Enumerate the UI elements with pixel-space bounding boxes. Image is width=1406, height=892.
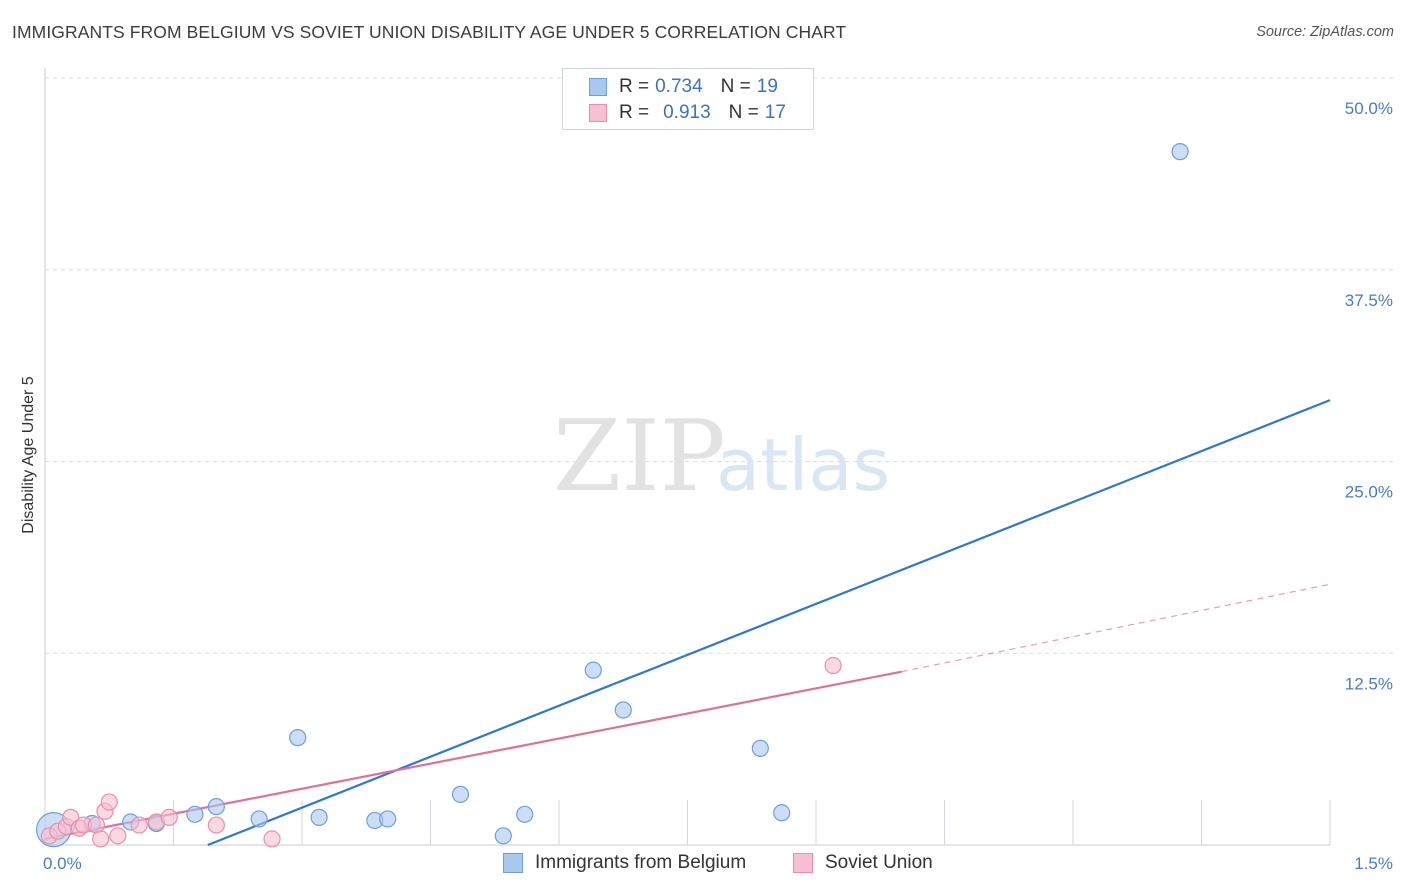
bottom-legend-swatch-soviet <box>793 853 813 873</box>
data-point-belgium <box>584 661 602 679</box>
data-point-soviet <box>160 808 178 826</box>
data-point-soviet <box>109 827 127 845</box>
data-point-belgium <box>310 808 328 826</box>
bottom-legend-label-soviet: Soviet Union <box>825 852 933 873</box>
legend-r-value: 0.913 <box>663 102 711 123</box>
bottom-legend-swatch-belgium <box>503 853 523 873</box>
data-point-belgium <box>494 827 512 845</box>
data-point-belgium <box>186 805 204 823</box>
data-point-belgium <box>379 810 397 828</box>
legend-row-soviet: R = 0.913 N = 17 <box>589 100 786 126</box>
y-tick-label: 50.0% <box>1345 99 1393 118</box>
data-point-soviet <box>92 830 110 848</box>
y-tick-label: 25.0% <box>1345 483 1393 502</box>
data-point-belgium <box>207 798 225 816</box>
legend-r-label: R = <box>619 102 650 123</box>
tick-labels: 12.5% 25.0% 37.5% 50.0% 0.0% 1.5% <box>43 99 1393 873</box>
y-axis-label: Disability Age Under 5 <box>20 376 37 534</box>
bottom-legend-belgium: Immigrants from Belgium <box>503 852 746 874</box>
x-tick-label: 0.0% <box>43 854 82 873</box>
legend-n-value: 17 <box>764 102 786 123</box>
chart-source: Source: ZipAtlas.com <box>1256 24 1394 40</box>
bottom-legend-soviet: Soviet Union <box>793 852 933 874</box>
data-point-soviet <box>130 816 148 834</box>
data-points <box>35 143 1189 848</box>
data-point-soviet <box>100 793 118 811</box>
trend-line-extension-soviet <box>901 583 1331 673</box>
legend-n-label: N = <box>728 102 759 123</box>
data-point-belgium <box>451 785 470 803</box>
watermark-zip: ZIP <box>553 400 726 514</box>
axes <box>44 68 1331 846</box>
watermark-atlas: atlas <box>716 423 890 507</box>
grid <box>45 77 1393 654</box>
bottom-legend-label-belgium: Immigrants from Belgium <box>535 852 747 873</box>
data-point-belgium <box>614 701 632 719</box>
watermark: ZIP atlas <box>553 400 890 514</box>
data-point-soviet <box>824 656 842 675</box>
data-point-belgium <box>751 739 769 757</box>
x-tick-label: 1.5% <box>1354 854 1393 873</box>
data-point-soviet <box>207 816 225 834</box>
y-tick-label: 37.5% <box>1345 291 1393 310</box>
data-point-belgium <box>1171 143 1189 161</box>
data-point-belgium <box>289 729 307 747</box>
legend: R = 0.734 N = 19 R = 0.913 N = 17 <box>562 68 814 130</box>
data-point-belgium <box>250 810 268 828</box>
legend-swatch-belgium <box>589 78 607 96</box>
data-point-belgium <box>773 804 791 822</box>
legend-n-label: N = <box>720 76 751 97</box>
legend-swatch-soviet <box>589 104 607 122</box>
data-point-soviet <box>263 830 281 848</box>
legend-r-value: 0.734 <box>655 76 703 97</box>
data-point-belgium <box>516 805 534 823</box>
legend-row-belgium: R = 0.734 N = 19 <box>589 74 778 100</box>
y-tick-label: 12.5% <box>1345 674 1393 693</box>
chart-title: IMMIGRANTS FROM BELGIUM VS SOVIET UNION … <box>12 22 847 42</box>
legend-r-label: R = <box>619 76 650 97</box>
legend-n-value: 19 <box>756 76 778 97</box>
